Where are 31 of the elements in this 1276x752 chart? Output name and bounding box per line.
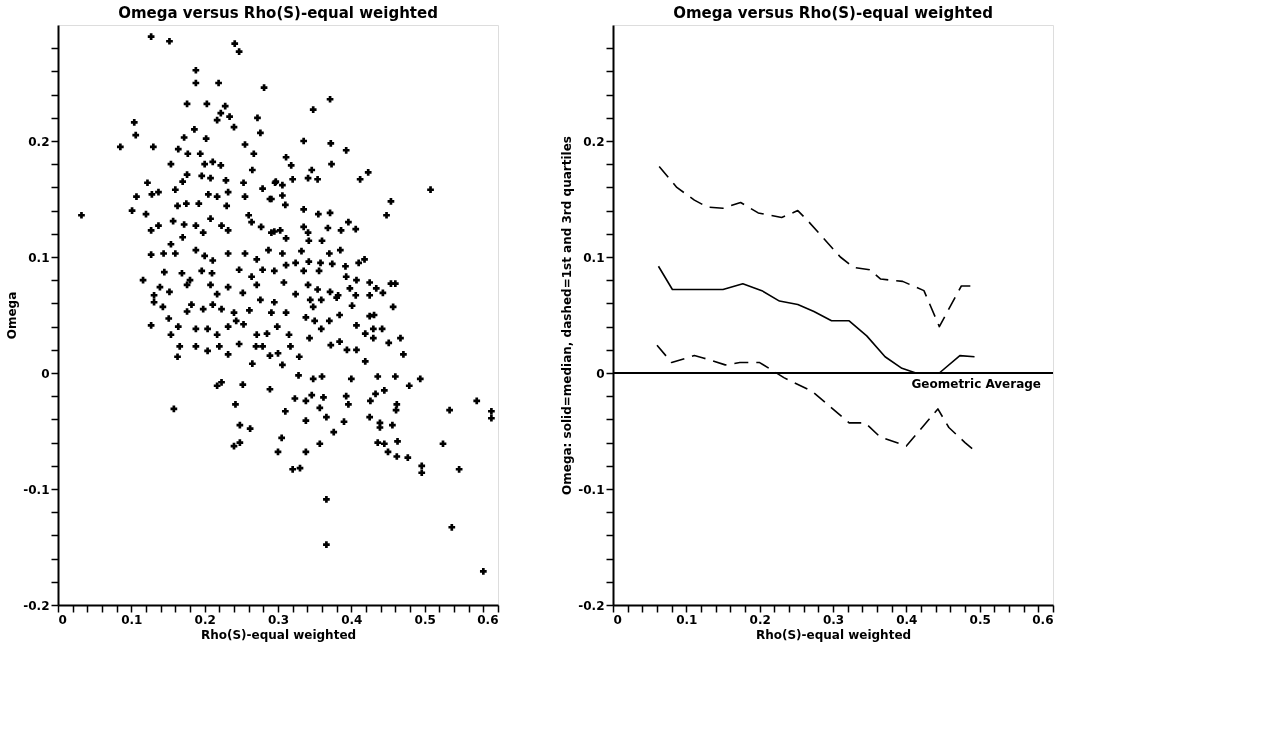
y-tick-label: 0 [596, 366, 605, 381]
x-tick-label: 0 [58, 612, 67, 627]
x-tick-label: 0.2 [194, 612, 216, 627]
y-tick-label: 0.2 [583, 134, 605, 149]
x-tick-label: 0.3 [267, 612, 290, 627]
x-tick-label: 0.6 [477, 612, 499, 627]
y-tick-label: 0.2 [28, 134, 50, 149]
x-axis-title: Rho(S)-equal weighted [755, 627, 912, 642]
y-axis-title: Omega: solid=median, dashed=1st and 3rd quartiles [560, 136, 575, 495]
y-axis-title: Omega [5, 291, 20, 340]
y-tick-label: -0.1 [578, 482, 605, 497]
y-tick-label: -0.2 [23, 598, 50, 613]
chart-title: Omega versus Rho(S)-equal weighted [118, 4, 438, 22]
x-tick-label: 0.6 [1032, 612, 1054, 627]
y-tick-label: 0.1 [583, 250, 605, 265]
chart-title: Omega versus Rho(S)-equal weighted [673, 4, 993, 22]
x-tick-label: 0 [613, 612, 622, 627]
ref-line-label: Geometric Average [911, 377, 1041, 391]
x-tick-label: 0.5 [414, 612, 436, 627]
x-axis-title: Rho(S)-equal weighted [200, 627, 357, 642]
x-tick-label: 0.4 [896, 612, 918, 627]
y-tick-label: -0.1 [23, 482, 50, 497]
x-tick-label: 0.1 [121, 612, 143, 627]
x-tick-label: 0.2 [749, 612, 771, 627]
x-tick-label: 0.1 [676, 612, 698, 627]
x-tick-label: 0.3 [822, 612, 845, 627]
x-tick-label: 0.4 [341, 612, 363, 627]
y-tick-label: -0.2 [578, 598, 605, 613]
y-tick-label: 0 [41, 366, 50, 381]
y-tick-label: 0.1 [28, 250, 50, 265]
x-tick-label: 0.5 [969, 612, 991, 627]
